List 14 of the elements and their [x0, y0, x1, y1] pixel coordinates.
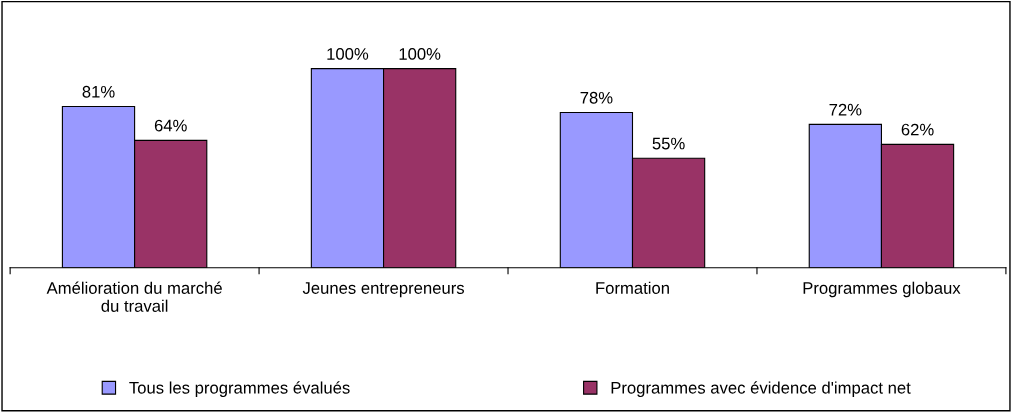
x-tick-label: Formation: [596, 281, 669, 294]
data-label: 62%: [901, 123, 934, 136]
data-label: 55%: [652, 137, 685, 150]
data-label: 72%: [829, 103, 862, 116]
legend-label: Tous les programmes évalués: [129, 381, 350, 397]
x-tick-label: Amélioration du marché du travail: [46, 281, 222, 312]
data-label: 100%: [399, 48, 441, 60]
data-label: 78%: [580, 91, 613, 104]
x-tick-label: Programmes globaux: [803, 281, 961, 298]
legend-label: Programmes avec évidence d'impact net: [611, 381, 911, 397]
data-label: 81%: [82, 85, 115, 98]
data-label: 64%: [154, 119, 187, 132]
x-tick-label: Jeunes entrepreneurs: [302, 282, 465, 298]
data-label: 100%: [327, 48, 369, 60]
